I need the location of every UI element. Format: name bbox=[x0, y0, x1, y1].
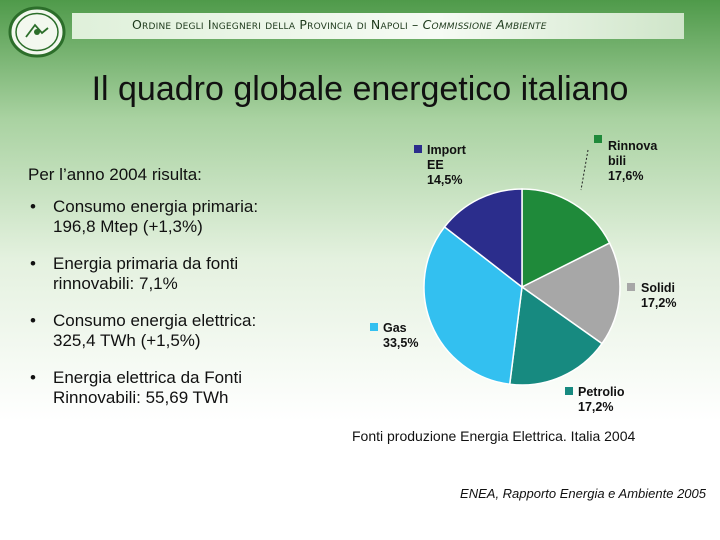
bullet-list: • Consumo energia primaria: 196,8 Mtep (+1… bbox=[28, 197, 358, 425]
legend-swatch-gas bbox=[370, 323, 378, 331]
commission-name: Commissione Ambiente bbox=[422, 17, 547, 32]
chart-caption: Fonti produzione Energia Elettrica. Ital… bbox=[352, 428, 636, 444]
bullet-line: rinnovabili: 7,1% bbox=[53, 274, 178, 293]
bullet-line: Rinnovabili: 55,69 TWh bbox=[53, 388, 229, 407]
pie-slice-import-ee bbox=[443, 188, 523, 289]
bullet-line: 196,8 Mtep (+1,3%) bbox=[53, 217, 203, 236]
data-label-import-ee: Import bbox=[427, 143, 467, 157]
bullet-item: • Consumo energia elettrica: 325,4 TWh (+1… bbox=[28, 311, 358, 351]
data-label-value-import-ee: 14,5% bbox=[427, 173, 462, 187]
legend-swatch-solidi bbox=[627, 283, 635, 291]
legend-swatch-petrolio bbox=[565, 387, 573, 395]
bullet-dot: • bbox=[30, 254, 36, 273]
order-logo-icon bbox=[8, 6, 66, 58]
bullet-dot: • bbox=[30, 368, 36, 387]
pie-slice-rinnova-bili bbox=[521, 188, 611, 289]
bullet-line: Energia elettrica da Fonti bbox=[53, 368, 242, 387]
bullet-dot: • bbox=[30, 311, 36, 330]
data-label-value-petrolio: 17,2% bbox=[578, 400, 613, 414]
data-label-rinnova-bili: bili bbox=[608, 154, 626, 168]
intro-text: Per l’anno 2004 risulta: bbox=[28, 165, 202, 184]
data-label-rinnova-bili: Rinnova bbox=[608, 139, 658, 153]
data-label-import-ee: EE bbox=[427, 158, 444, 172]
pie-slice-gas bbox=[423, 225, 523, 386]
bullet-item: • Consumo energia primaria: 196,8 Mtep (+1… bbox=[28, 197, 358, 237]
bullet-dot: • bbox=[30, 197, 36, 216]
data-label-petrolio: Petrolio bbox=[578, 385, 625, 399]
header-band bbox=[72, 13, 684, 39]
bullet-line: 325,4 TWh (+1,5%) bbox=[53, 331, 201, 350]
data-label-value-gas: 33,5% bbox=[383, 336, 418, 350]
bullet-item: • Energia primaria da fonti rinnovabili: 7… bbox=[28, 254, 358, 294]
bullet-line: Consumo energia primaria: bbox=[53, 197, 259, 216]
slide-title: Il quadro globale energetico italiano bbox=[91, 70, 629, 108]
org-name: Ordine degli Ingegneri della Provincia d… bbox=[132, 17, 408, 32]
data-label-solidi: Solidi bbox=[641, 281, 675, 295]
bullet-line: Consumo energia elettrica: bbox=[53, 311, 257, 330]
pie-slice-solidi bbox=[520, 242, 621, 345]
org-title-separator: – bbox=[407, 17, 423, 32]
data-label-value-solidi: 17,2% bbox=[641, 296, 676, 310]
legend-swatch-import-ee bbox=[414, 145, 422, 153]
source-citation: ENEA, Rapporto Energia e Ambiente 2005 bbox=[460, 486, 706, 501]
data-label-value-rinnova-bili: 17,6% bbox=[608, 169, 643, 183]
data-label-gas: Gas bbox=[383, 321, 407, 335]
pie-slice-petrolio bbox=[508, 285, 604, 386]
org-title: Ordine degli Ingegneri della Provincia d… bbox=[132, 17, 547, 32]
pie-chart: Rinnovabili17,6%Solidi17,2%Petrolio17,2%… bbox=[370, 135, 676, 414]
leader-line-rinnova-bili bbox=[580, 149, 589, 191]
legend-swatch-rinnova-bili bbox=[594, 135, 602, 143]
bullet-item: • Energia elettrica da Fonti Rinnovabili: … bbox=[28, 368, 358, 408]
bullet-line: Energia primaria da fonti bbox=[53, 254, 239, 273]
